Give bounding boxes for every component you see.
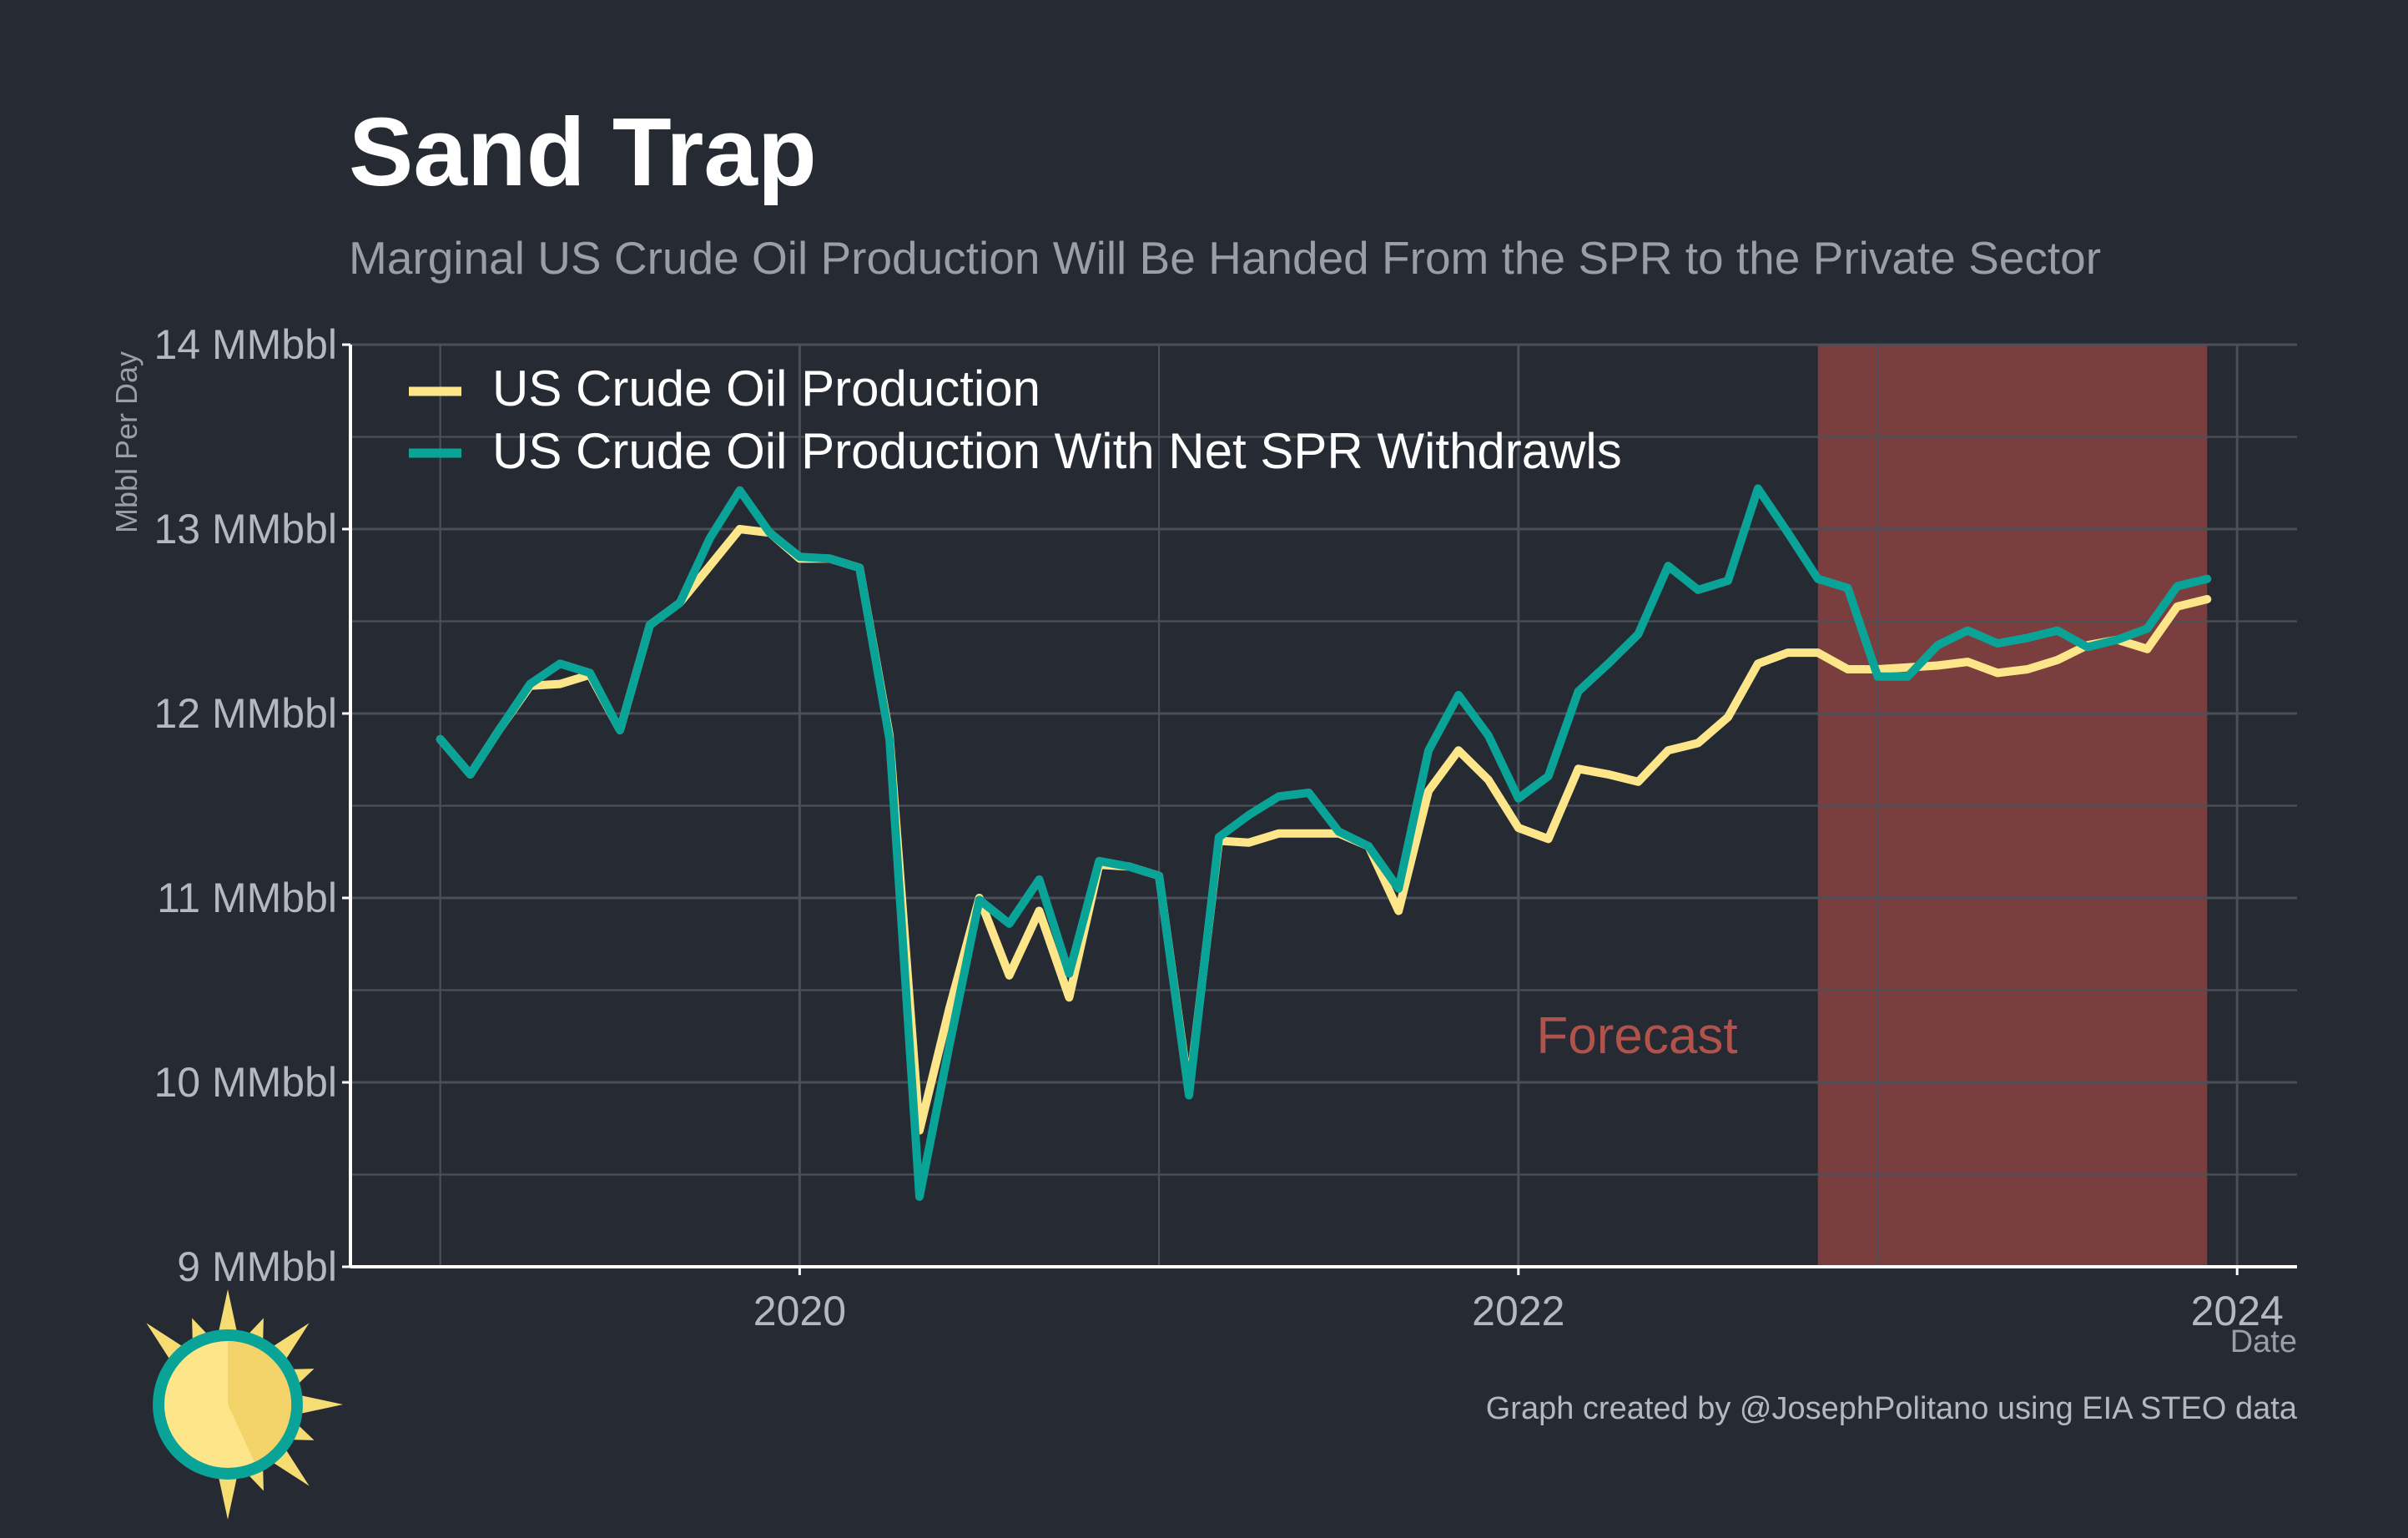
forecast-label: Forecast: [1536, 1007, 1737, 1065]
legend-label-with-spr: US Crude Oil Production With Net SPR Wit…: [492, 423, 1622, 479]
sun-ray: [217, 1470, 239, 1520]
tick-labels: 9 MMbbl 10 MMbbl 11 MMbbl 12 MMbbl 13 MMbbl 1…: [154, 321, 2283, 1334]
y-tick-label: 12 MMbbl: [154, 690, 337, 737]
legend-label-production: US Crude Oil Production: [492, 361, 1040, 416]
chart-subtitle: Marginal US Crude Oil Production Will Be…: [349, 232, 2101, 284]
y-axis-title: Mbbl Per Day: [109, 351, 144, 533]
legend: US Crude Oil Production US Crude Oil Pro…: [409, 361, 1622, 479]
chart-caption: Graph created by @JosephPolitano using E…: [1486, 1391, 2298, 1426]
chart-title: Sand Trap: [349, 98, 817, 206]
y-tick-label: 10 MMbbl: [154, 1059, 337, 1106]
x-axis-title: Date: [2230, 1324, 2297, 1359]
series-lines: [436, 484, 2212, 1201]
sun-icon: [146, 1289, 343, 1520]
sun-ray: [294, 1394, 343, 1415]
x-tick-label: 2020: [753, 1288, 846, 1334]
x-tick-label: 2022: [1472, 1288, 1564, 1334]
sun-ray: [217, 1289, 239, 1339]
y-tick-label: 9 MMbbl: [177, 1243, 337, 1290]
y-tick-label: 11 MMbbl: [157, 875, 337, 921]
y-tick-label: 13 MMbbl: [154, 506, 337, 552]
y-tick-label: 14 MMbbl: [154, 321, 337, 368]
x-tick-label: 2024: [2191, 1288, 2284, 1334]
grid: [350, 343, 2297, 1268]
series-line-with-spr: [436, 484, 2212, 1201]
axes: [349, 345, 2297, 1268]
